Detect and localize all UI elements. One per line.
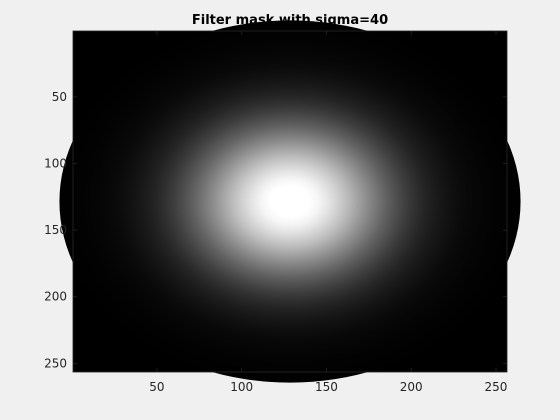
y-tick-label: 250 xyxy=(44,356,67,370)
x-tick-label: 200 xyxy=(400,380,423,394)
y-tick-label: 200 xyxy=(44,290,67,304)
x-tick-label: 50 xyxy=(149,380,164,394)
axes-box xyxy=(72,30,508,373)
x-tick-label: 150 xyxy=(315,380,338,394)
x-tick-label: 250 xyxy=(485,380,508,394)
x-axis-ticks: 50 100 150 200 250 xyxy=(149,31,507,394)
x-tick-label: 100 xyxy=(230,380,253,394)
y-tick-label: 50 xyxy=(52,90,67,104)
gaussian-mask-image xyxy=(59,20,521,383)
y-tick-label: 100 xyxy=(44,157,67,171)
y-tick-label: 150 xyxy=(44,223,67,237)
chart-title: Filter mask with sigma=40 xyxy=(192,13,388,28)
plot-area xyxy=(59,20,521,383)
y-axis-ticks: 50 100 150 200 250 xyxy=(44,90,507,370)
